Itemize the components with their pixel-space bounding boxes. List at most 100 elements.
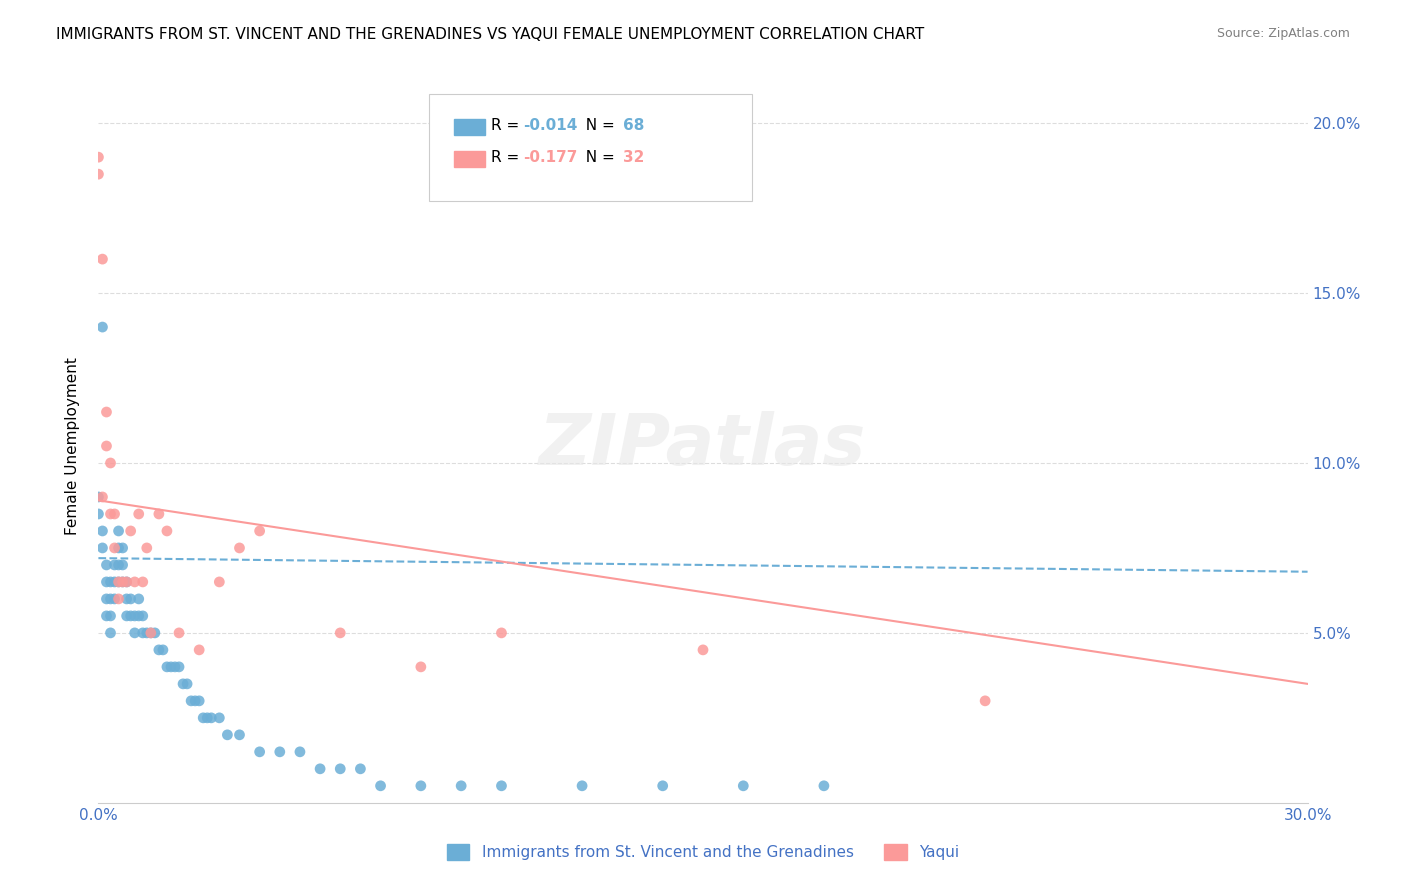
- Point: [172, 677, 194, 691]
- Point: [139, 626, 162, 640]
- Point: [813, 779, 835, 793]
- Legend: Immigrants from St. Vincent and the Grenadines, Yaqui: Immigrants from St. Vincent and the Gren…: [440, 838, 966, 866]
- Point: [184, 694, 207, 708]
- Point: [100, 626, 122, 640]
- Text: 32: 32: [623, 151, 644, 165]
- Point: [107, 574, 129, 589]
- Point: [100, 574, 122, 589]
- Point: [491, 626, 513, 640]
- Point: [103, 591, 125, 606]
- Point: [107, 574, 129, 589]
- Point: [91, 490, 114, 504]
- Point: [571, 779, 593, 793]
- Point: [176, 677, 198, 691]
- Point: [100, 507, 122, 521]
- Text: Source: ZipAtlas.com: Source: ZipAtlas.com: [1216, 27, 1350, 40]
- Point: [100, 608, 122, 623]
- Point: [450, 779, 472, 793]
- Point: [111, 558, 134, 572]
- Point: [132, 574, 155, 589]
- Point: [120, 608, 142, 623]
- Point: [128, 591, 150, 606]
- Point: [87, 167, 110, 181]
- Point: [148, 643, 170, 657]
- Point: [87, 507, 110, 521]
- Y-axis label: Female Unemployment: Female Unemployment: [65, 357, 80, 535]
- Point: [128, 608, 150, 623]
- Point: [111, 574, 134, 589]
- Point: [132, 608, 155, 623]
- Point: [228, 728, 250, 742]
- Point: [128, 507, 150, 521]
- Point: [96, 608, 118, 623]
- Point: [208, 574, 231, 589]
- Point: [288, 745, 311, 759]
- Text: IMMIGRANTS FROM ST. VINCENT AND THE GRENADINES VS YAQUI FEMALE UNEMPLOYMENT CORR: IMMIGRANTS FROM ST. VINCENT AND THE GREN…: [56, 27, 925, 42]
- Point: [120, 591, 142, 606]
- Point: [107, 591, 129, 606]
- Point: [91, 541, 114, 555]
- Point: [96, 558, 118, 572]
- Point: [491, 779, 513, 793]
- Point: [115, 574, 138, 589]
- Point: [651, 779, 673, 793]
- Point: [409, 660, 432, 674]
- Point: [103, 541, 125, 555]
- Point: [156, 660, 179, 674]
- Point: [163, 660, 186, 674]
- Text: R =: R =: [491, 151, 524, 165]
- Point: [208, 711, 231, 725]
- Point: [100, 456, 122, 470]
- Point: [200, 711, 222, 725]
- Point: [228, 541, 250, 555]
- Point: [96, 591, 118, 606]
- Point: [309, 762, 332, 776]
- Point: [156, 524, 179, 538]
- Point: [124, 574, 146, 589]
- Point: [96, 574, 118, 589]
- Point: [180, 694, 202, 708]
- Point: [87, 490, 110, 504]
- Point: [91, 320, 114, 334]
- Point: [103, 507, 125, 521]
- Text: N =: N =: [576, 151, 620, 165]
- Point: [370, 779, 392, 793]
- Point: [91, 252, 114, 266]
- Point: [195, 711, 218, 725]
- Point: [96, 439, 118, 453]
- Point: [107, 524, 129, 538]
- Point: [100, 591, 122, 606]
- Point: [692, 643, 714, 657]
- Point: [132, 626, 155, 640]
- Point: [193, 711, 215, 725]
- Text: -0.177: -0.177: [523, 151, 578, 165]
- Point: [249, 524, 271, 538]
- Point: [974, 694, 997, 708]
- Point: [115, 574, 138, 589]
- Text: 68: 68: [623, 119, 644, 133]
- Point: [91, 524, 114, 538]
- Point: [329, 762, 352, 776]
- Point: [188, 643, 211, 657]
- Point: [148, 507, 170, 521]
- Point: [409, 779, 432, 793]
- Point: [139, 626, 162, 640]
- Point: [115, 591, 138, 606]
- Point: [111, 574, 134, 589]
- Point: [107, 558, 129, 572]
- Text: ZIPatlas: ZIPatlas: [540, 411, 866, 481]
- Point: [143, 626, 166, 640]
- Point: [188, 694, 211, 708]
- Point: [103, 574, 125, 589]
- Text: -0.014: -0.014: [523, 119, 578, 133]
- Point: [167, 660, 190, 674]
- Point: [167, 626, 190, 640]
- Point: [111, 541, 134, 555]
- Point: [115, 608, 138, 623]
- Point: [124, 626, 146, 640]
- Point: [124, 608, 146, 623]
- Point: [120, 524, 142, 538]
- Point: [329, 626, 352, 640]
- Text: R =: R =: [491, 119, 524, 133]
- Point: [107, 541, 129, 555]
